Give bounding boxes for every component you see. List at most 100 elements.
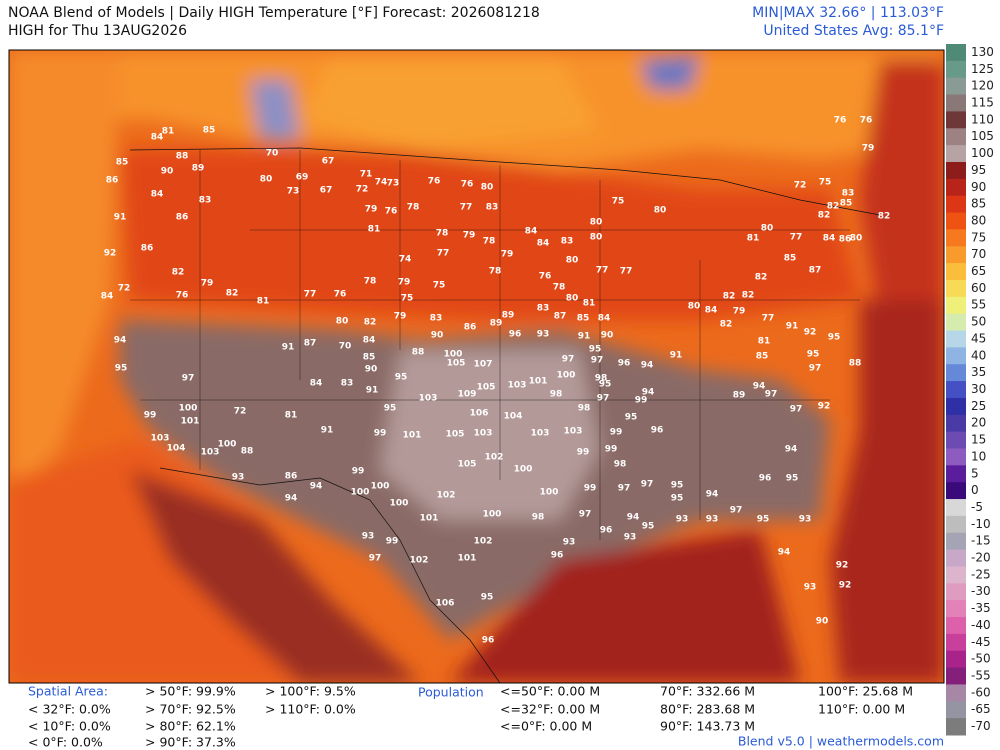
colorbar-swatch	[946, 212, 966, 230]
station-temp: 78	[489, 267, 502, 277]
station-temp: 78	[407, 203, 420, 213]
station-temp: 72	[356, 185, 369, 195]
station-temp: 91	[321, 426, 334, 436]
colorbar-swatch	[946, 650, 966, 669]
colorbar-swatch	[946, 381, 966, 399]
colorbar-tick-label: 80	[971, 213, 986, 227]
station-temp: 83	[842, 189, 855, 199]
population-stat: 100°F: 25.68 M	[818, 684, 913, 699]
station-temp: 92	[104, 249, 117, 259]
colorbar-swatch	[946, 263, 966, 281]
colorbar-tick-label: 125	[971, 62, 994, 76]
population-stat: <=32°F: 0.00 M	[500, 702, 600, 717]
station-temp: 90	[161, 167, 174, 177]
station-temp: 91	[578, 332, 591, 342]
station-temp: 84	[151, 190, 164, 200]
station-temp: 82	[827, 202, 840, 212]
colorbar-tick-label: 10	[971, 449, 986, 463]
station-temp: 99	[144, 411, 157, 421]
station-temp: 91	[114, 213, 127, 223]
station-temp: 95	[671, 481, 684, 491]
colorbar-tick-label: -20	[971, 551, 991, 565]
station-temp: 88	[241, 447, 254, 457]
station-temp: 76	[834, 116, 847, 126]
spatial-stat: < 32°F: 0.0%	[28, 702, 111, 717]
station-temp: 94	[706, 490, 719, 500]
station-temp: 98	[595, 374, 608, 384]
station-temp: 100	[179, 404, 198, 414]
station-temp: 81	[583, 299, 596, 309]
station-temp: 92	[839, 581, 852, 591]
station-temp: 77	[437, 249, 450, 259]
station-temp: 71	[360, 170, 373, 180]
station-temp: 93	[232, 473, 245, 483]
station-temp: 93	[804, 583, 817, 593]
station-temp: 105	[447, 359, 466, 369]
station-temp: 78	[553, 283, 566, 293]
station-temp: 84	[101, 292, 114, 302]
station-temp: 75	[612, 197, 625, 207]
colorbar-tick-label: -50	[971, 652, 991, 666]
station-temp: 97	[562, 355, 575, 365]
station-temp: 103	[564, 427, 583, 437]
station-temp: 97	[765, 390, 778, 400]
station-temp: 77	[304, 290, 317, 300]
station-temp: 72	[234, 407, 247, 417]
colorbar-swatch	[946, 583, 966, 601]
station-temp: 98	[578, 404, 591, 414]
station-temp: 97	[591, 356, 604, 366]
station-temp: 106	[470, 409, 489, 419]
station-temp: 100	[540, 488, 559, 498]
colorbar-tick-label: 15	[971, 433, 986, 447]
station-temp: 94	[310, 482, 323, 492]
station-temp: 104	[504, 412, 523, 422]
station-temp: 82	[742, 291, 755, 301]
colorbar-tick-label: 65	[971, 264, 986, 278]
colorbar-swatch	[946, 246, 966, 264]
station-temp: 101	[458, 554, 477, 564]
colorbar-tick-label: -60	[971, 685, 991, 699]
colorbar-tick-label: 45	[971, 331, 986, 345]
station-temp: 93	[676, 515, 689, 525]
station-temp: 86	[106, 176, 119, 186]
station-temp: 101	[181, 417, 200, 427]
station-temp: 82	[172, 268, 185, 278]
station-temp: 95	[642, 522, 655, 532]
colorbar-swatch	[946, 94, 966, 112]
colorbar-tick-label: -10	[971, 517, 991, 531]
station-temp: 73	[287, 187, 300, 197]
station-temp: 79	[501, 250, 514, 260]
station-temp: 83	[486, 203, 499, 213]
station-temp: 93	[799, 515, 812, 525]
station-temp: 92	[804, 328, 817, 338]
station-temp: 84	[151, 133, 164, 143]
station-temp: 89	[192, 164, 205, 174]
station-temp: 76	[428, 177, 441, 187]
station-temp: 91	[282, 343, 295, 353]
station-temp: 99	[352, 467, 365, 477]
station-temp: 76	[860, 116, 873, 126]
colorbar-swatch	[946, 684, 966, 702]
station-temp: 90	[431, 331, 444, 341]
station-temp: 82	[818, 211, 831, 221]
colorbar-swatch	[946, 145, 966, 163]
station-temp: 86	[141, 244, 154, 254]
station-temp: 91	[670, 351, 683, 361]
station-temp: 102	[474, 537, 493, 547]
station-temp: 104	[167, 444, 186, 454]
station-temp: 94	[753, 382, 766, 392]
station-temp: 95	[384, 404, 397, 414]
station-temp: 93	[624, 533, 637, 543]
colorbar-swatch	[946, 701, 966, 719]
colorbar-tick-label: 110	[971, 112, 994, 126]
station-temp: 84	[310, 379, 323, 389]
station-temp: 72	[794, 181, 807, 191]
spatial-stat: > 100°F: 9.5%	[265, 684, 356, 699]
colorbar-swatch	[946, 633, 966, 652]
spatial-stat: < 10°F: 0.0%	[28, 719, 111, 734]
station-temp: 95	[589, 345, 602, 355]
border-line	[129, 147, 881, 216]
station-temp: 91	[786, 322, 799, 332]
station-temp: 100	[351, 488, 370, 498]
